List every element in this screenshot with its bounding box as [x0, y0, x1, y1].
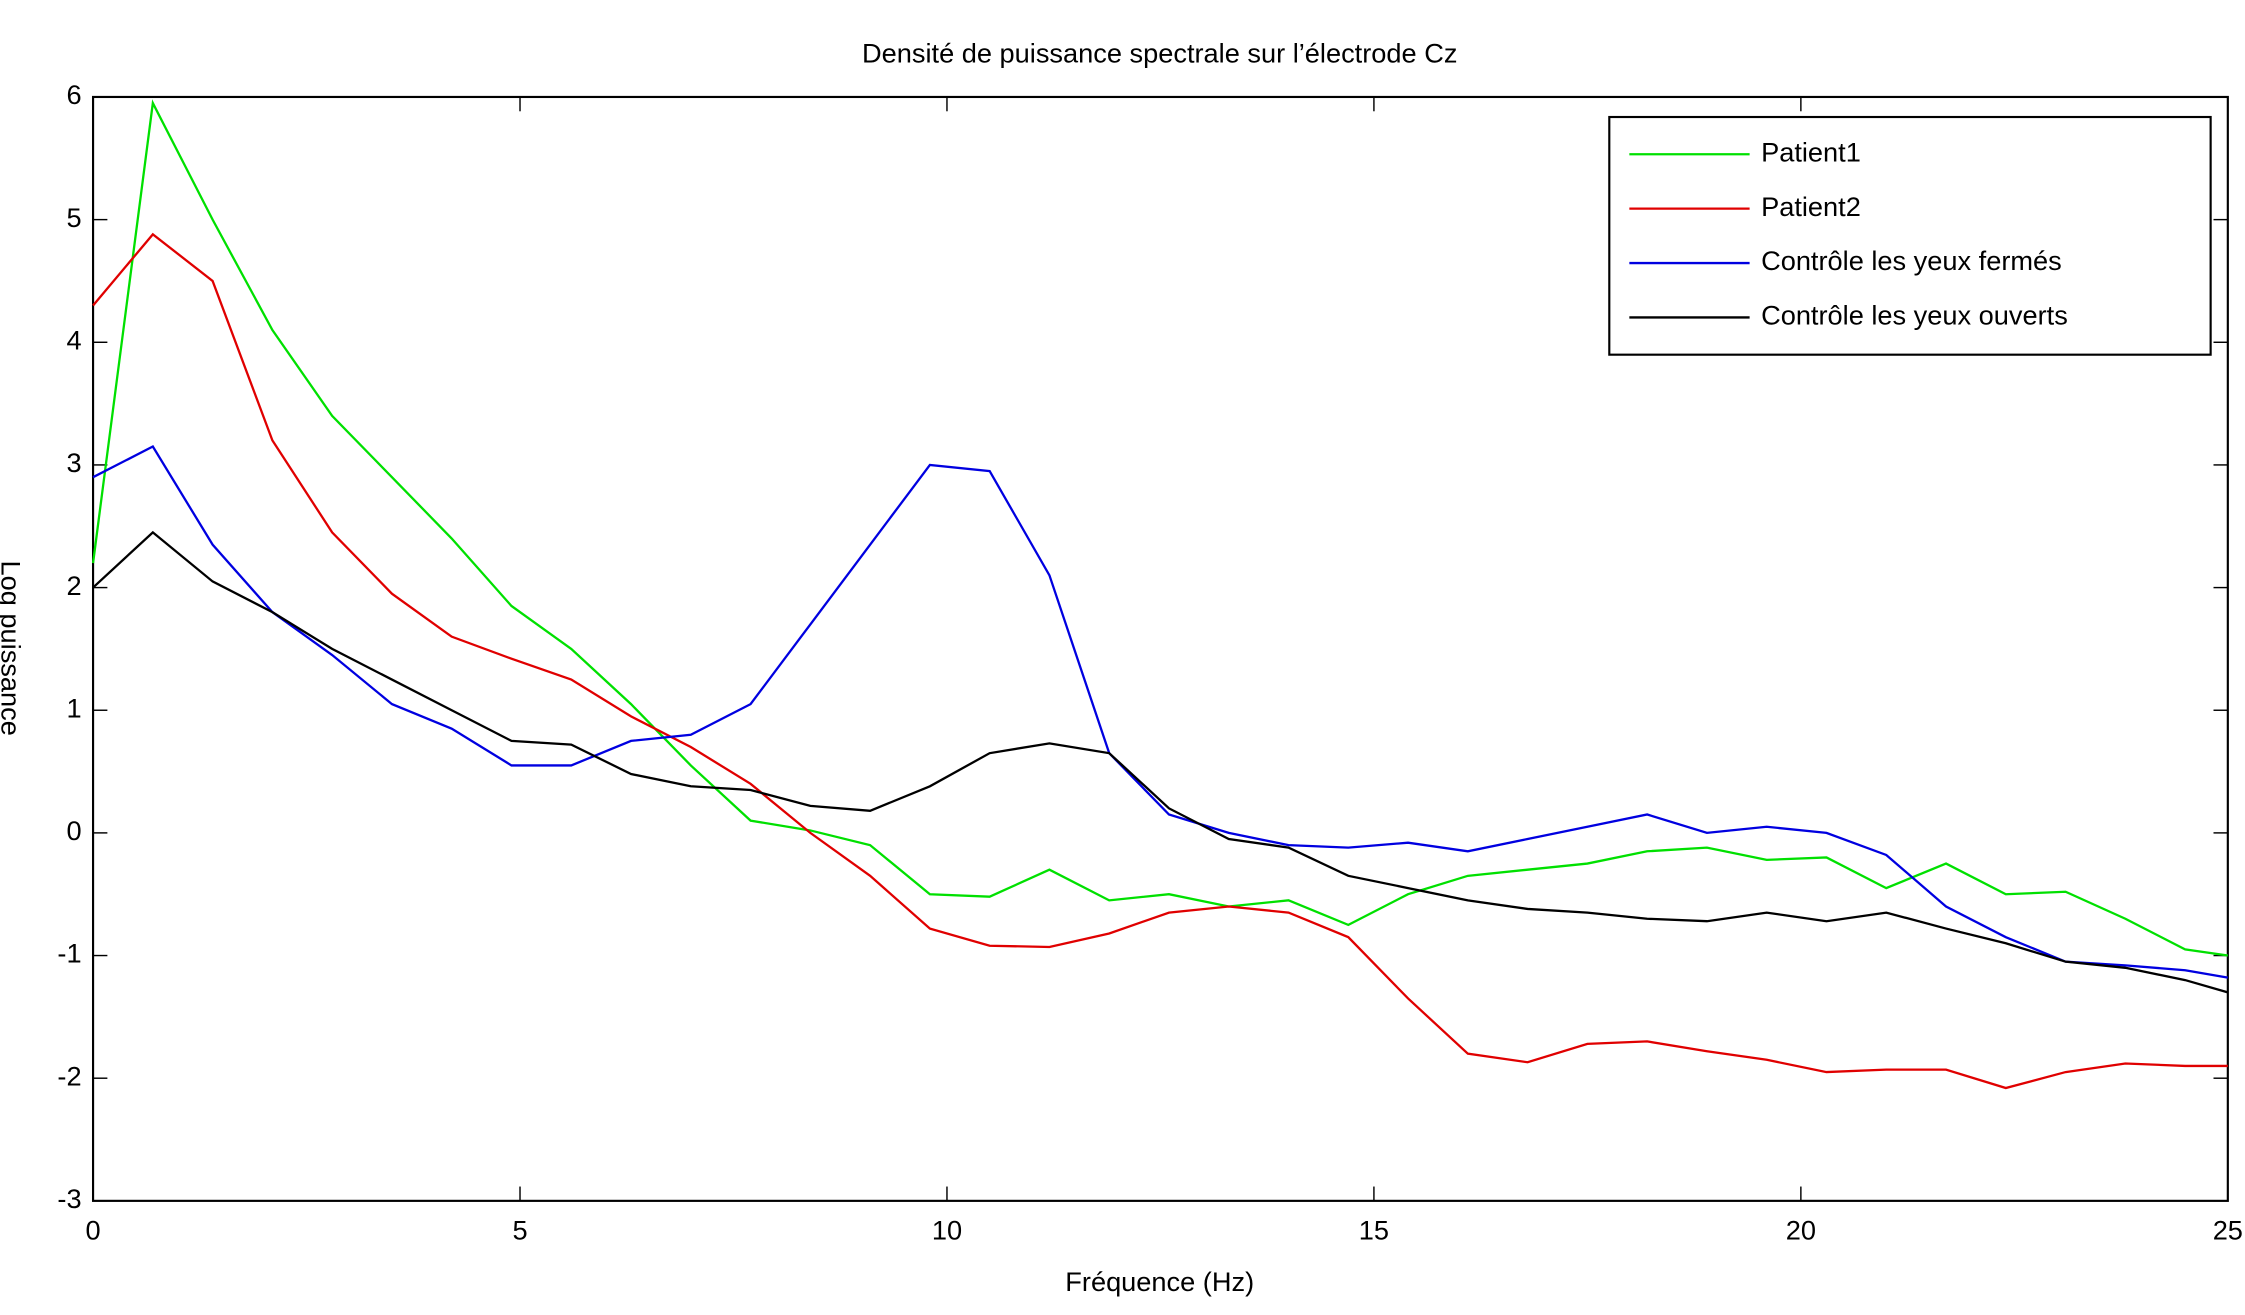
x-axis-label: Fréquence (Hz) [1065, 1266, 1254, 1297]
y-tick-label: 2 [66, 570, 81, 601]
legend-label: Patient1 [1761, 136, 1861, 167]
data-line [91, 99, 2228, 957]
y-tick-label: -3 [57, 1183, 81, 1214]
x-tick-label: 20 [1786, 1215, 1816, 1246]
data-line [92, 530, 2229, 994]
x-tick-label: 0 [86, 1215, 101, 1246]
y-tick-label: -1 [57, 938, 81, 969]
y-tick-label: 5 [66, 202, 81, 233]
y-tick-label: 6 [66, 79, 81, 110]
legend-label: Contrôle les yeux fermés [1761, 245, 2062, 276]
legend-label: Patient2 [1761, 191, 1861, 222]
x-tick-label: 10 [932, 1215, 962, 1246]
legend-box [1608, 115, 2212, 356]
x-tick-label: 5 [512, 1215, 527, 1246]
x-tick-label: 15 [1359, 1215, 1389, 1246]
plot-frame [91, 95, 2229, 1202]
legend-label: Contrôle les yeux ouverts [1761, 300, 2068, 331]
y-tick-label: 0 [66, 815, 81, 846]
x-tick-label: 25 [2213, 1215, 2243, 1246]
data-line [92, 445, 2229, 979]
y-tick-label: -2 [57, 1060, 81, 1091]
y-tick-label: 3 [66, 447, 81, 478]
y-tick-label: 1 [66, 692, 81, 723]
y-axis-label: Log puissance [0, 561, 26, 736]
data-line [92, 232, 2228, 1090]
chart-title: Densité de puissance spectrale sur l’éle… [862, 38, 1457, 69]
y-tick-label: 4 [66, 324, 81, 355]
